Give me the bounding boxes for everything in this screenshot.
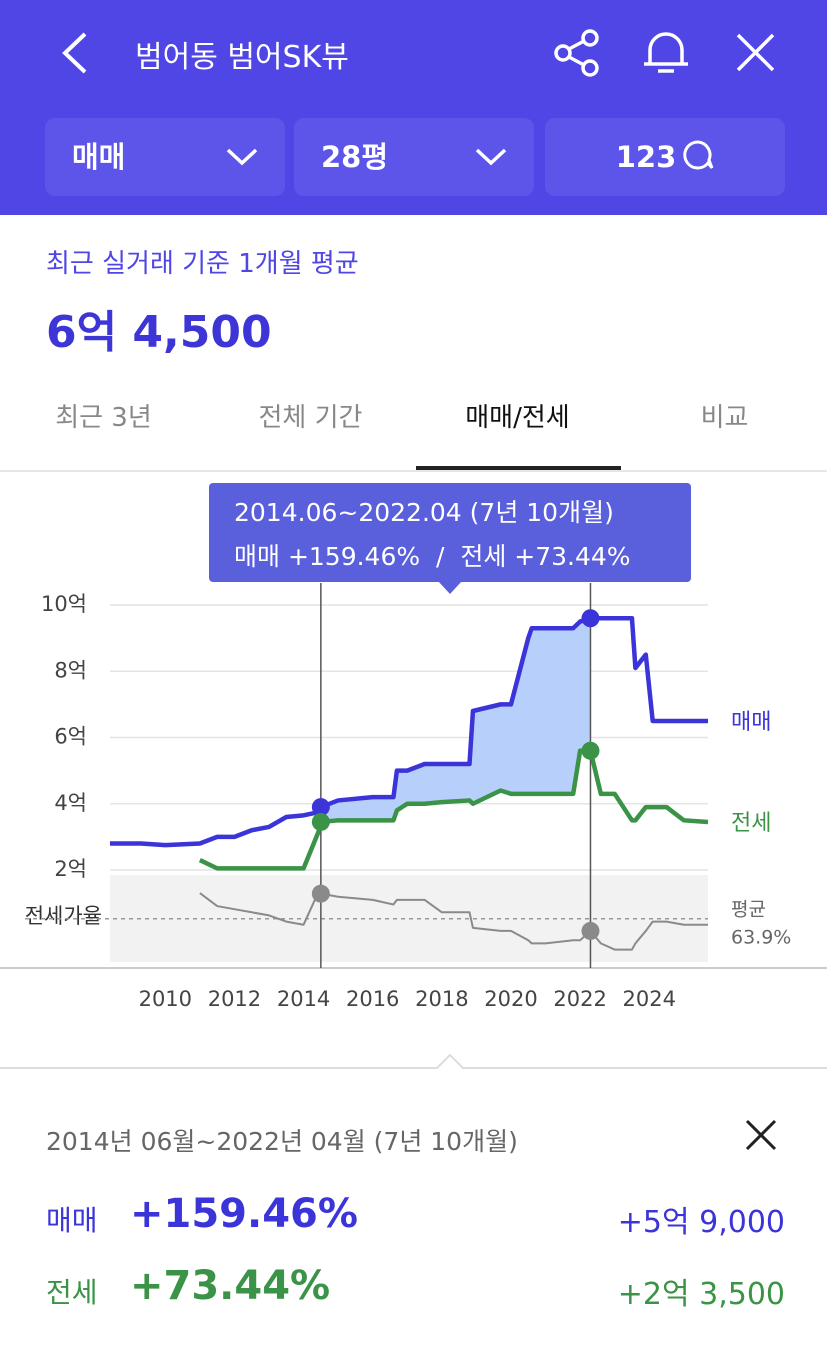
x-tick-label: 2014 bbox=[277, 987, 330, 1011]
range-marker bbox=[311, 812, 330, 831]
y-tick-label: 4억 bbox=[54, 791, 87, 815]
x-tick-label: 2012 bbox=[208, 987, 261, 1011]
average-value: 63.9% bbox=[731, 927, 791, 949]
chevron bbox=[475, 148, 507, 166]
row-amount: +2억 3,500 bbox=[617, 1277, 785, 1312]
series-line bbox=[110, 616, 708, 848]
detail-close[interactable] bbox=[744, 1118, 778, 1152]
tab[interactable]: 비교 bbox=[700, 403, 749, 433]
comment-icon bbox=[683, 140, 714, 170]
range-marker bbox=[581, 741, 600, 760]
tooltip: 2014.06~2022.04 (7년 10개월) 매매 +159.46% / … bbox=[209, 483, 691, 582]
row-percent: +73.44% bbox=[130, 1263, 331, 1309]
row-percent: +159.46% bbox=[130, 1191, 358, 1237]
row-label: 매매 bbox=[46, 1204, 98, 1237]
x-tick-label: 2016 bbox=[346, 987, 399, 1011]
y-tick-label: 8억 bbox=[54, 658, 87, 682]
row-amount: +5억 9,000 bbox=[617, 1205, 785, 1240]
back-button[interactable] bbox=[55, 30, 95, 76]
size-select[interactable]: 28평 bbox=[294, 118, 534, 196]
tabs-border bbox=[0, 470, 827, 472]
x-tick-label: 2024 bbox=[623, 987, 676, 1011]
detail-border bbox=[0, 1053, 827, 1069]
tooltip-period: 2014.06~2022.04 (7년 10개월) bbox=[234, 498, 614, 527]
range-marker bbox=[581, 609, 600, 628]
header-title: 범어동 범어SK뷰 bbox=[135, 40, 349, 75]
range-marker bbox=[581, 921, 600, 940]
select-label: 28평 bbox=[321, 140, 389, 174]
tab-indicator bbox=[416, 466, 621, 470]
y-tick-label: 2억 bbox=[54, 857, 87, 881]
x-tick-label: 2020 bbox=[484, 987, 537, 1011]
summary-price: 6억 4,500 bbox=[46, 307, 272, 358]
share-icon[interactable] bbox=[550, 28, 610, 80]
row-label: 전세 bbox=[46, 1276, 98, 1309]
close-icon[interactable] bbox=[733, 30, 779, 76]
deal-type-select[interactable]: 매매 bbox=[45, 118, 285, 196]
series-label: 매매 bbox=[731, 710, 771, 735]
tab[interactable]: 전체 기간 bbox=[258, 403, 363, 433]
range-marker bbox=[311, 798, 330, 817]
comment-count: 123 bbox=[615, 140, 677, 174]
series-line bbox=[198, 748, 709, 871]
y-tick-label: 6억 bbox=[54, 725, 87, 749]
summary-label: 최근 실거래 기준 1개월 평균 bbox=[46, 249, 359, 279]
series-line bbox=[199, 889, 708, 951]
x-tick-label: 2022 bbox=[553, 987, 606, 1011]
ratio-axis-label: 전세가율 bbox=[25, 904, 102, 928]
range-marker bbox=[311, 884, 330, 903]
detail-period: 2014년 06월~2022년 04월 (7년 10개월) bbox=[46, 1127, 518, 1156]
tab[interactable]: 매매/전세 bbox=[465, 403, 570, 433]
series-label: 전세 bbox=[731, 811, 771, 836]
x-tick-label: 2010 bbox=[139, 987, 192, 1011]
tooltip-pointer bbox=[438, 581, 462, 594]
x-tick-label: 2018 bbox=[415, 987, 468, 1011]
tooltip-text: 매매 +159.46% / 전세 +73.44% bbox=[234, 542, 631, 571]
bell-icon[interactable] bbox=[638, 26, 694, 78]
select-label: 매매 bbox=[72, 140, 126, 174]
y-tick-label: 10억 bbox=[41, 592, 87, 616]
range-fill bbox=[320, 618, 591, 822]
average-label: 평균 bbox=[731, 899, 766, 921]
comments-button[interactable]: 123 bbox=[545, 118, 785, 196]
chevron bbox=[226, 148, 258, 166]
tab[interactable]: 최근 3년 bbox=[55, 403, 152, 433]
chart: 2억 4억 6억 8억 10억 2010 2012 2014 2016 2018 2020 2022 2… bbox=[0, 583, 827, 1011]
